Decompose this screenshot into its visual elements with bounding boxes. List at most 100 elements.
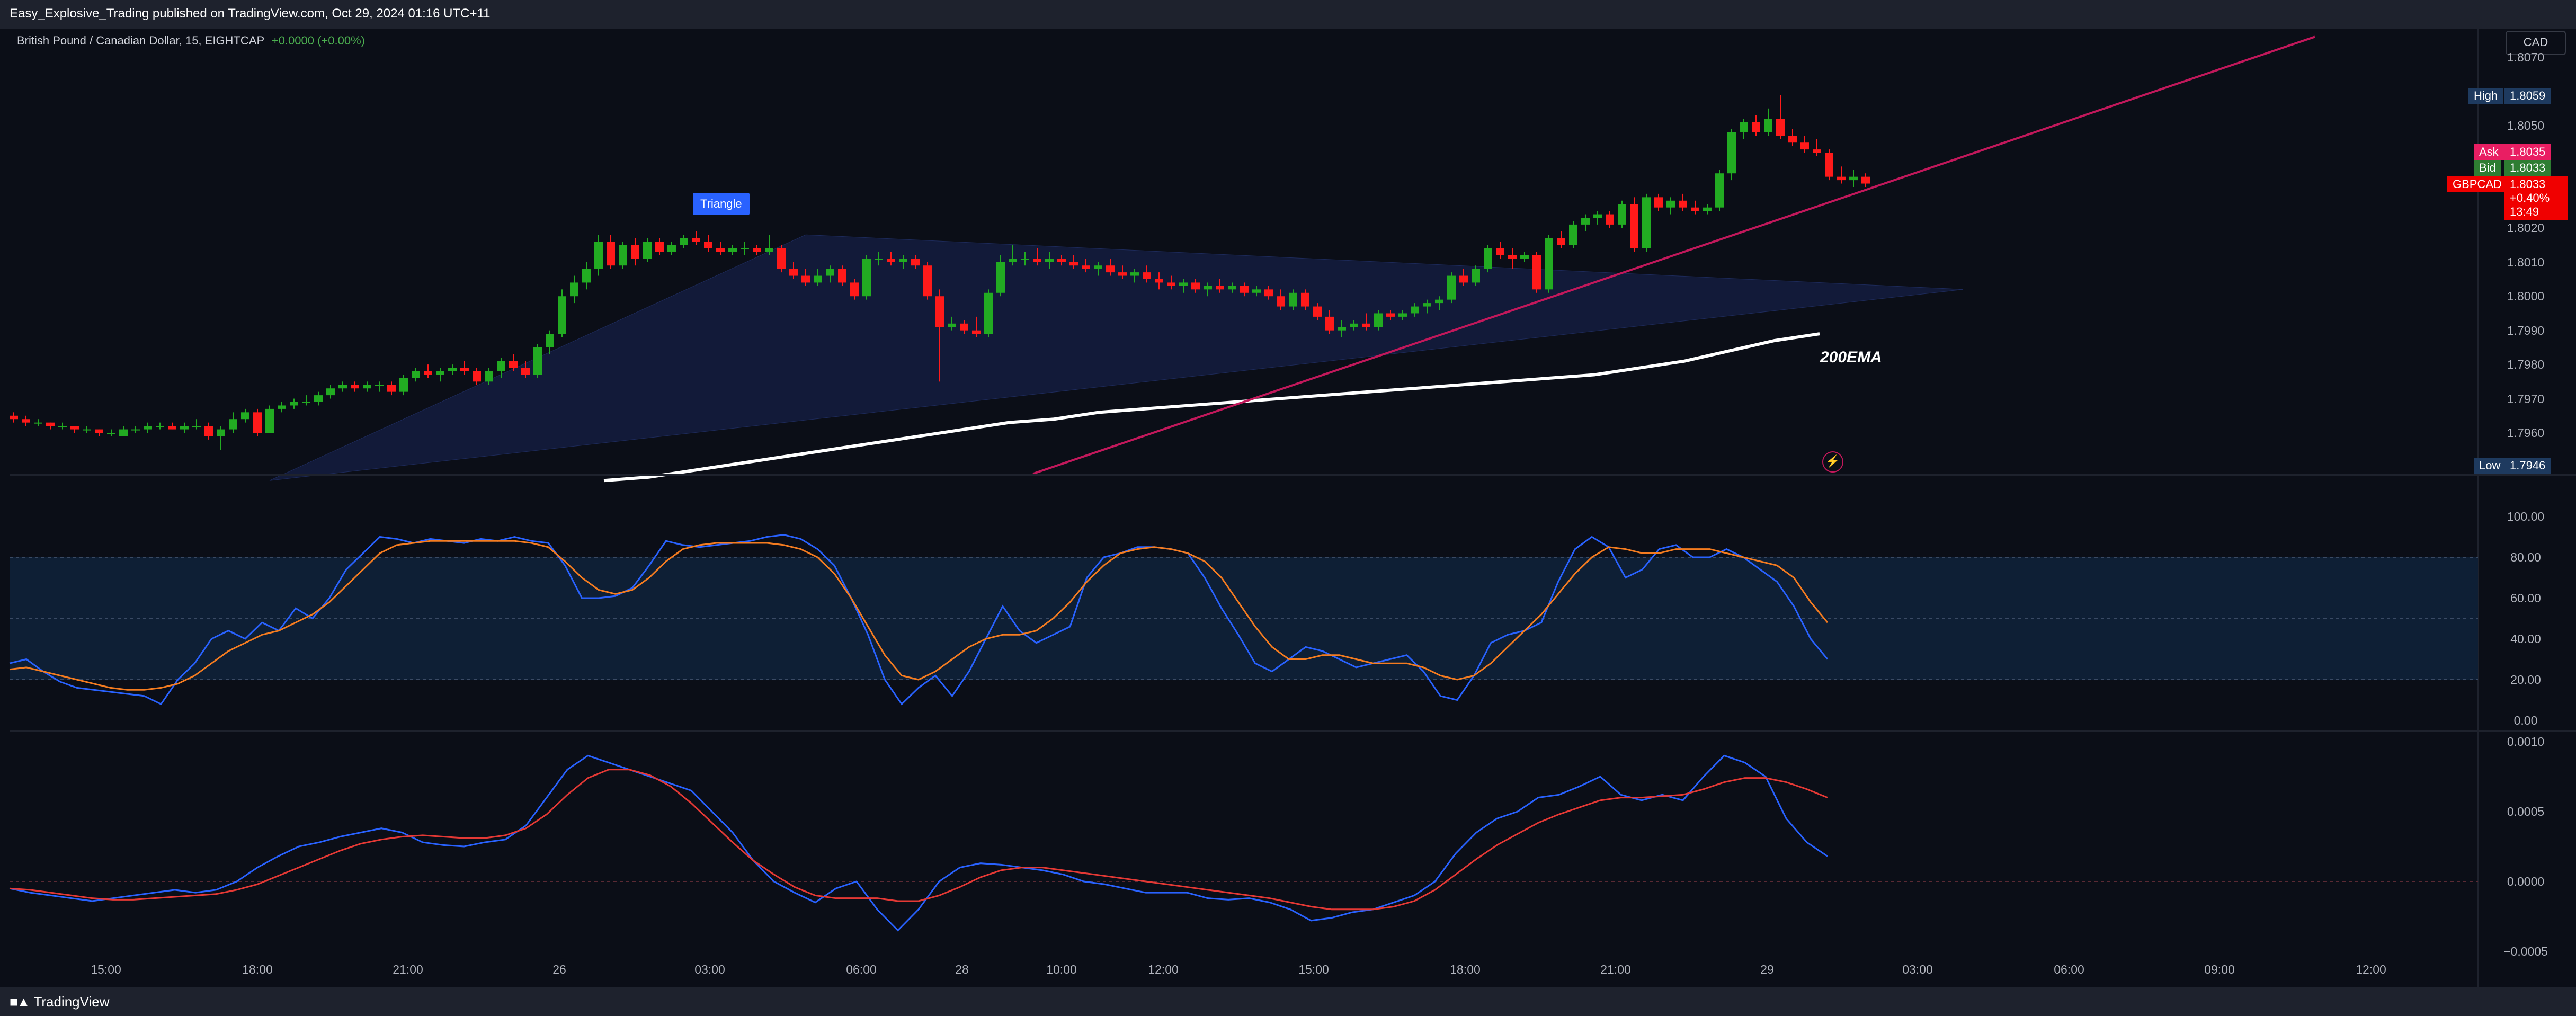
tradingview-logo[interactable]: ■▲ TradingView (10, 994, 110, 1010)
candle-body (704, 242, 712, 248)
candle-body (10, 415, 18, 420)
candle-body (436, 371, 444, 375)
macd-tick-label: −0.0005 (2503, 944, 2548, 958)
candle-body (497, 361, 505, 371)
currency-button[interactable]: CAD (2506, 31, 2566, 55)
candle-body (485, 371, 493, 382)
candle-body (107, 433, 115, 434)
stoch-tick-label: 60.00 (2510, 591, 2541, 605)
bid-label: Bid (2474, 160, 2501, 176)
candle-body (753, 248, 761, 252)
candle-body (204, 426, 213, 436)
ask-label: Ask (2474, 144, 2504, 160)
candle-body (375, 385, 384, 386)
triangle-label[interactable]: Triangle (693, 193, 750, 215)
macd-pane (9, 754, 2478, 932)
candle-body (1374, 313, 1383, 327)
candle-body (70, 426, 79, 430)
candle-body (1593, 214, 1602, 218)
candle-body (570, 282, 578, 297)
candle-body (1009, 259, 1017, 262)
candle-body (1033, 259, 1041, 262)
candle-body (1362, 323, 1370, 327)
candle-body (460, 368, 469, 371)
low-value: 1.7946 (2504, 458, 2551, 474)
candle-body (253, 412, 262, 433)
chart-area[interactable] (10, 29, 2576, 987)
candle-body (351, 385, 359, 389)
candle-body (1106, 265, 1115, 273)
lightning-icon[interactable]: ⚡ (1822, 451, 1843, 473)
macd-tick-label: 0.0000 (2507, 875, 2545, 888)
tradingview-logo-icon: ■▲ (10, 994, 30, 1010)
candle-body (1581, 218, 1590, 225)
candle-body (826, 269, 834, 276)
candle-body (144, 426, 152, 430)
candle-body (168, 426, 176, 430)
candle-body (241, 412, 249, 420)
time-tick-label: 10:00 (1046, 962, 1077, 976)
candle-body (1752, 122, 1760, 132)
candle-body (1082, 265, 1090, 269)
price-tick-label: 1.8050 (2507, 119, 2545, 132)
low-label: Low (2474, 458, 2506, 474)
symbol-change: +0.0000 (+0.00%) (271, 34, 365, 47)
candle-body (1837, 176, 1846, 181)
candle-body (1435, 299, 1443, 304)
candle-body (680, 238, 688, 245)
price-tick-label: 1.8020 (2507, 221, 2545, 235)
candle-body (984, 292, 993, 334)
candle-body (1386, 313, 1395, 317)
candle-body (1228, 286, 1236, 290)
candle-body (521, 368, 530, 375)
candle-body (1800, 142, 1809, 150)
candle-body (58, 426, 67, 427)
trendline (1032, 35, 2315, 475)
candle-body (789, 269, 798, 276)
time-tick-label: 18:00 (1450, 962, 1481, 976)
symbol-legend[interactable]: British Pound / Canadian Dollar, 15, EIG… (17, 34, 365, 48)
candle-body (814, 275, 822, 283)
candle-body (1508, 255, 1517, 259)
time-tick-label: 29 (1760, 962, 1774, 976)
candle-body (1727, 132, 1736, 174)
candle-body (1191, 282, 1200, 290)
candle-body (1045, 259, 1054, 262)
triangle-pattern (269, 234, 1964, 481)
pane-divider[interactable] (10, 474, 2576, 476)
candle-body (643, 242, 652, 259)
candle-body (801, 275, 810, 283)
candle-body (655, 242, 664, 252)
time-tick-label: 15:00 (1298, 962, 1329, 976)
time-tick-label: 21:00 (1600, 962, 1631, 976)
candle-body (1155, 279, 1163, 283)
price-tick-label: 1.7990 (2507, 323, 2545, 337)
candle-body (899, 259, 907, 262)
macd-tick-label: 0.0010 (2507, 735, 2545, 748)
candle-body (558, 296, 566, 334)
stoch-tick-label: 40.00 (2510, 632, 2541, 646)
time-tick-label: 09:00 (2204, 962, 2235, 976)
last-price-tag: 1.8033 +0.40% 13:49 (2504, 176, 2568, 220)
candle-body (996, 262, 1005, 293)
ema-label[interactable]: 200EMA (1820, 349, 1882, 366)
candle-body (838, 269, 846, 283)
candle-body (777, 248, 786, 269)
candle-body (1764, 119, 1772, 132)
ema-200-line (603, 332, 1820, 483)
publish-bar: Easy_Explosive_Trading published on Trad… (0, 0, 2576, 29)
candlestick-series (10, 95, 1870, 450)
time-tick-label: 06:00 (846, 962, 877, 976)
time-tick-label: 18:00 (242, 962, 273, 976)
stoch-tick-label: 80.00 (2510, 550, 2541, 564)
candle-body (1252, 289, 1261, 293)
candle-body (131, 429, 140, 431)
pane-divider[interactable] (10, 730, 2576, 732)
bid-value: 1.8033 (2504, 160, 2551, 176)
candle-body (1776, 119, 1785, 136)
stoch-tick-label: 0.00 (2513, 714, 2538, 727)
stoch-d-line (9, 540, 1829, 691)
stochastic-pane (9, 534, 2478, 706)
price-tick-label: 1.8010 (2507, 255, 2545, 269)
